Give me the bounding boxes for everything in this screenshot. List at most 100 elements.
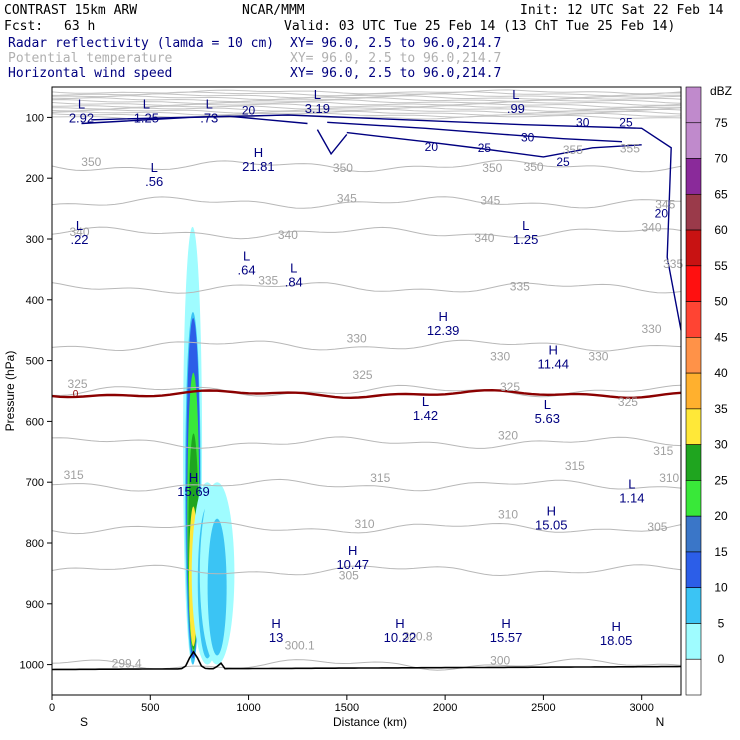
model-title: CONTRAST 15km ARW — [4, 3, 137, 18]
colorbar-label: 40 — [714, 366, 728, 380]
theta-label: 305 — [339, 568, 359, 582]
plot-frame — [51, 86, 682, 696]
colorbar-swatch — [685, 372, 702, 410]
colorbar-label: 30 — [714, 438, 728, 452]
colorbar-label: 60 — [714, 223, 728, 237]
theta-contour-310 — [51, 521, 682, 535]
colorbar-label: 25 — [714, 473, 728, 487]
extremum-value: 18.05 — [600, 633, 633, 648]
extremum-value: .22 — [70, 232, 88, 247]
colorbar-swatch — [685, 229, 702, 267]
theta-label: 320 — [498, 429, 518, 443]
theta-contour-upper — [51, 110, 682, 116]
colorbar-swatch — [685, 551, 702, 589]
colorbar-label: 55 — [714, 259, 728, 273]
low-marker: L — [206, 96, 213, 111]
terrain-profile — [51, 650, 682, 671]
colorbar-label: 70 — [714, 152, 728, 166]
high-marker: H — [271, 616, 280, 631]
wind-contour — [346, 131, 642, 158]
theta-contour-345 — [51, 196, 682, 209]
theta-label: 340 — [642, 221, 662, 235]
theta-label: 315 — [653, 444, 673, 458]
extremum-value: 1.14 — [619, 490, 644, 505]
wind-contour — [316, 129, 348, 156]
theta-label: 300.8 — [403, 629, 433, 643]
theta-label: 325 — [68, 377, 88, 391]
theta-contour-upper — [51, 93, 681, 99]
high-marker: H — [438, 309, 447, 324]
theta-contour-330 — [51, 339, 682, 352]
theta-label: 325 — [353, 368, 373, 382]
theta-label: 335 — [663, 257, 683, 271]
theta-contours — [51, 89, 682, 671]
wind-label: 25 — [478, 141, 492, 155]
colorbar-swatch — [685, 515, 702, 553]
freezing-level-label: 0 — [73, 389, 79, 400]
colorbar-label: 75 — [714, 116, 728, 130]
init-time: Init: 12 UTC Sat 22 Feb 14 — [520, 3, 724, 18]
theta-label: 345 — [480, 193, 500, 207]
extremum-value: 12.39 — [427, 323, 460, 338]
valid-time: Valid: 03 UTC Tue 25 Feb 14 (13 ChT Tue … — [284, 19, 675, 34]
colorbar-swatch — [685, 193, 702, 231]
plot-area: 20 20 25 30 30 25 25 20 0 350 350 350 350 355 355 345… — [51, 86, 684, 696]
theta-label: 330 — [347, 331, 367, 345]
low-marker: L — [314, 87, 321, 102]
theta-contour-upper — [51, 108, 682, 114]
high-marker: H — [348, 543, 357, 558]
extremum-value: 2.92 — [69, 110, 94, 125]
extremum-value: 1.42 — [413, 408, 438, 423]
theta-label: 325 — [618, 395, 638, 409]
colorbar-title: dBZ — [710, 84, 732, 98]
wind-label: 25 — [556, 155, 570, 169]
theta-label: 355 — [620, 142, 640, 156]
high-marker: H — [189, 470, 198, 485]
y-tick-label: 700 — [26, 477, 44, 489]
low-marker: L — [143, 96, 150, 111]
theta-label: 310 — [355, 517, 375, 531]
y-tick-label: 800 — [26, 538, 44, 550]
colorbar-swatch — [685, 301, 702, 338]
theta-contour-315 — [51, 478, 682, 492]
theta-contour-320 — [51, 436, 682, 449]
theta-contour-upper — [51, 97, 682, 103]
colorbar-label: 35 — [714, 402, 728, 416]
theta-label: 345 — [655, 198, 675, 212]
low-marker: L — [512, 87, 519, 102]
extremum-value: .73 — [200, 110, 218, 125]
extremum-value: 10.47 — [336, 557, 369, 572]
axes: 0 500 1000 1500 2000 2500 30001002003004005006… — [20, 112, 654, 714]
y-tick-label: 200 — [26, 173, 44, 185]
theta-label: 315 — [370, 471, 390, 485]
high-marker: H — [254, 145, 263, 160]
y-tick-label: 400 — [26, 295, 44, 307]
x-start-label: S — [80, 715, 88, 729]
low-marker: L — [151, 160, 158, 175]
low-marker: L — [290, 260, 297, 275]
wind-label: 20 — [242, 103, 256, 117]
theta-contour-350 — [51, 159, 682, 173]
theta-label: 335 — [258, 274, 278, 288]
extremum-value: 13 — [269, 630, 283, 645]
terrain-line — [51, 650, 682, 671]
colorbar-swatch — [685, 658, 702, 696]
colorbar-swatch — [685, 337, 702, 374]
theta-label: 305 — [647, 520, 667, 534]
field-wind-xy: XY= 96.0, 2.5 to 96.0,214.7 — [290, 66, 501, 81]
theta-label: 350 — [482, 161, 502, 175]
theta-label: 315 — [565, 459, 585, 473]
field-wind-label: Horizontal wind speed — [8, 66, 172, 81]
wind-label: 20 — [425, 140, 439, 154]
theta-contour-upper — [51, 112, 682, 118]
wind-label: 30 — [521, 131, 535, 145]
theta-label: 315 — [64, 468, 84, 482]
theta-label: 300.1 — [285, 638, 315, 652]
theta-contour-340 — [51, 226, 682, 240]
theta-label: 330 — [490, 350, 510, 364]
freezing-level: 0 — [51, 388, 682, 400]
extremum-value: .56 — [145, 174, 163, 189]
high-marker: H — [611, 619, 620, 634]
colorbar-swatch — [685, 86, 702, 124]
contour-labels: 350 350 350 350 355 355 345 345 345 340 340 340 340 3… — [64, 87, 684, 670]
